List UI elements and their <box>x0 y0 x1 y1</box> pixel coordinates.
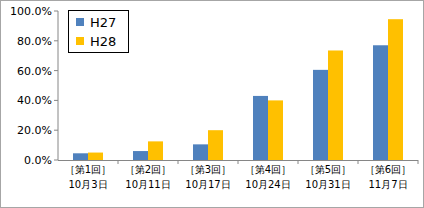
bar <box>253 96 268 160</box>
bar <box>193 144 208 160</box>
bar <box>373 45 388 160</box>
legend-swatch <box>76 18 84 26</box>
bar <box>133 151 148 160</box>
x-tick-label-line: 10月24日 <box>245 179 290 190</box>
y-axis-line <box>58 11 59 160</box>
x-tick-label: ［第5回］ 10月31日 <box>305 164 351 190</box>
chart-container: 0.0% 20.0% 40.0% 60.0% 80.0% 100.0% ［第1回］ 10月3日… <box>0 0 424 208</box>
x-tick-label: ［第3回］ 10月17日 <box>185 164 231 190</box>
legend-swatch <box>76 37 84 45</box>
y-tick <box>54 40 58 41</box>
x-tick-label-line: ［第5回］ <box>305 164 351 175</box>
x-tick-label: ［第6回］ 11月7日 <box>365 164 411 190</box>
x-tick <box>118 160 119 164</box>
legend-box <box>69 11 129 53</box>
x-tick <box>298 160 299 164</box>
y-tick <box>54 11 58 12</box>
bar <box>388 19 403 160</box>
y-tick-label: 40.0% <box>17 94 52 107</box>
y-tick-label: 20.0% <box>17 124 52 137</box>
x-tick-label-line: ［第1回］ <box>65 164 111 175</box>
bar <box>313 70 328 160</box>
bar <box>208 130 223 160</box>
x-tick-label-line: ［第6回］ <box>365 164 411 175</box>
y-tick <box>54 130 58 131</box>
y-tick <box>54 100 58 101</box>
y-tick-label: 0.0% <box>24 154 52 167</box>
x-tick-label: ［第1回］ 10月3日 <box>65 164 111 190</box>
x-tick-label: ［第4回］ 10月24日 <box>245 164 291 190</box>
chart-border <box>1 1 424 208</box>
x-tick <box>358 160 359 164</box>
x-tick-label-line: ［第4回］ <box>245 164 291 175</box>
x-tick-label-line: ［第3回］ <box>185 164 231 175</box>
x-tick-label: ［第2回］ 10月11日 <box>125 164 171 190</box>
x-tick-label-line: 10月17日 <box>185 179 230 190</box>
x-tick-label-line: 11月7日 <box>368 179 407 190</box>
y-tick <box>54 160 58 161</box>
y-tick-label: 80.0% <box>17 35 52 48</box>
bar <box>148 141 163 160</box>
x-tick <box>418 160 419 164</box>
x-tick <box>238 160 239 164</box>
x-tick-label-line: 10月11日 <box>125 179 170 190</box>
chart-svg: 0.0% 20.0% 40.0% 60.0% 80.0% 100.0% ［第1回］ 10月3日… <box>0 0 424 208</box>
x-tick-label-line: ［第2回］ <box>125 164 171 175</box>
x-tick-label-line: 10月3日 <box>68 179 107 190</box>
legend-label: H28 <box>90 34 116 49</box>
legend: H27H28 <box>69 11 129 53</box>
x-tick-label-line: 10月31日 <box>305 179 350 190</box>
y-tick-label: 60.0% <box>17 65 52 78</box>
bar <box>328 50 343 160</box>
legend-label: H27 <box>90 15 116 30</box>
bar <box>268 100 283 160</box>
y-tick-label: 100.0% <box>10 5 52 18</box>
bar <box>88 153 103 160</box>
y-tick <box>54 70 58 71</box>
x-tick <box>178 160 179 164</box>
bar <box>73 153 88 160</box>
